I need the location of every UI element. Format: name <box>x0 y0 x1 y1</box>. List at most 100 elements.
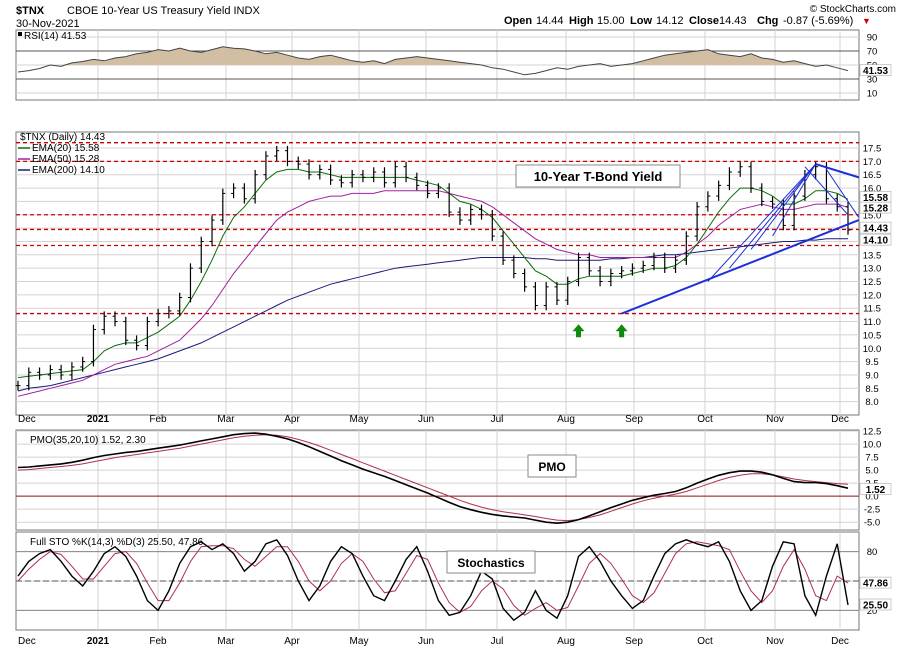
pmo-y-tick: -5.0 <box>864 518 880 529</box>
rsi-last-value: 41.53 <box>863 66 888 77</box>
chg-label: Chg <box>757 15 778 27</box>
chg-value: -0.87 (-5.69%) <box>783 15 853 27</box>
ema200-legend: EMA(200) 14.10 <box>32 165 105 176</box>
pmo-label-box <box>527 454 577 478</box>
rsi-line <box>17 46 849 76</box>
ema50-last-value: 15.28 <box>863 204 888 215</box>
x-axis-label: Apr <box>284 414 300 425</box>
price-y-tick: 10.0 <box>863 344 882 355</box>
ema200-line <box>17 238 848 392</box>
price-y-tick: 8.5 <box>865 384 878 395</box>
pmo-panel <box>15 429 860 531</box>
sto-label: Stochastics <box>457 556 525 570</box>
down-arrow-icon: ▼ <box>862 16 871 26</box>
rsi-y-tick: 90 <box>867 33 878 44</box>
close-value: 14.43 <box>719 15 747 27</box>
rsi-y-tick: 70 <box>867 47 878 58</box>
annotation-box <box>515 164 681 188</box>
price-y-tick: 10.5 <box>863 330 882 341</box>
rsi-last-value-box <box>859 64 892 76</box>
panel-titles: RSI(14) 41.53 $TNX (Daily) 14.43 EMA(20)… <box>18 31 681 574</box>
price-y-tick: 13.0 <box>863 264 882 275</box>
pmo-title: PMO(35,20,10) 1.52, 2.30 <box>30 435 146 446</box>
chart-date: 30-Nov-2021 <box>16 18 80 30</box>
pmo-last-value: 1.52 <box>866 485 886 496</box>
low-label: Low <box>630 15 652 27</box>
x-axis-label: Jun <box>418 636 434 647</box>
overlay-layer <box>572 163 860 338</box>
x-axis-label: Feb <box>149 636 167 647</box>
price-y-tick: 9.0 <box>865 370 878 381</box>
open-label: Open <box>504 15 532 27</box>
x-axis-label: Mar <box>217 414 235 425</box>
buy-arrow-icon <box>572 324 585 338</box>
x-axis-label: Aug <box>557 414 575 425</box>
x-axis-label: Jul <box>491 636 504 647</box>
series-layer <box>15 46 851 622</box>
x-axis-label: 2021 <box>87 414 110 425</box>
high-label: High <box>569 15 594 27</box>
trendline <box>707 163 817 282</box>
high-value: 15.00 <box>597 15 625 27</box>
price-y-tick: 12.5 <box>863 277 882 288</box>
grid-layer <box>16 30 859 630</box>
x-axis-label: Oct <box>697 414 713 425</box>
trendline <box>804 166 849 216</box>
x-axis-label: Oct <box>697 636 713 647</box>
close-label: Close <box>689 15 719 27</box>
copyright: © StockCharts.com <box>810 4 896 15</box>
sto-d-last-value-box <box>859 576 892 589</box>
price-y-tick: 8.0 <box>865 397 878 408</box>
price-y-tick: 17.0 <box>863 157 882 168</box>
price-y-tick: 16.5 <box>863 170 882 181</box>
price-y-tick: 12.0 <box>863 290 882 301</box>
sto-label-box <box>446 550 536 574</box>
rsi-title: RSI(14) 41.53 <box>24 31 87 42</box>
x-axis-label: 2021 <box>87 636 110 647</box>
x-axis-label: Sep <box>625 414 643 425</box>
pmo-signal-line <box>17 434 849 522</box>
price-y-tick: 9.5 <box>865 357 878 368</box>
x-axis-label: Nov <box>766 414 784 425</box>
pmo-y-tick: 7.5 <box>865 453 878 464</box>
pmo-last-value-box <box>859 483 892 495</box>
ema50-legend: EMA(50) 15.28 <box>32 154 100 165</box>
x-axis-label: May <box>350 414 369 425</box>
trendline <box>621 219 860 315</box>
price-panel <box>15 131 860 416</box>
x-axis-label: May <box>350 636 369 647</box>
ema20-line <box>17 168 849 379</box>
axis-layer: 907050301041.5317.517.016.516.015.515.01… <box>18 33 892 647</box>
price-y-tick: 13.5 <box>863 250 882 261</box>
rsi-y-tick: 10 <box>867 89 878 100</box>
ema50-line <box>17 190 849 397</box>
sto-k-last-value-box <box>859 598 892 611</box>
open-value: 14.44 <box>536 15 564 27</box>
x-axis-label: Jul <box>491 414 504 425</box>
ema200-last-value: 14.10 <box>863 236 888 247</box>
price-y-tick: 11.5 <box>863 304 881 315</box>
sto-k-last-value: 25.50 <box>863 601 888 612</box>
trendline <box>826 169 860 218</box>
price-y-tick: 17.5 <box>863 144 882 155</box>
low-value: 14.12 <box>656 15 684 27</box>
pmo-line <box>17 432 849 525</box>
pmo-y-tick: 0.0 <box>865 492 878 503</box>
trendline <box>729 163 817 269</box>
sto-y-tick: 20 <box>867 606 878 617</box>
ema50-last-value-box <box>859 201 892 214</box>
buy-arrow-icon <box>615 324 628 338</box>
chart-header: $TNX CBOE 10-Year US Treasury Yield INDX… <box>16 4 896 30</box>
trendline <box>772 163 817 237</box>
pmo-y-tick: 12.5 <box>863 427 882 438</box>
trendline <box>815 163 860 179</box>
price-title: $TNX (Daily) 14.43 <box>20 132 105 143</box>
price-y-tick: 15.0 <box>863 210 882 221</box>
x-axis-label: Sep <box>625 636 643 647</box>
sto-k-line <box>17 538 849 622</box>
rsi-y-tick: 30 <box>867 75 878 86</box>
instrument-name: CBOE 10-Year US Treasury Yield INDX <box>67 5 260 17</box>
rsi-overbought-fill <box>18 46 848 65</box>
